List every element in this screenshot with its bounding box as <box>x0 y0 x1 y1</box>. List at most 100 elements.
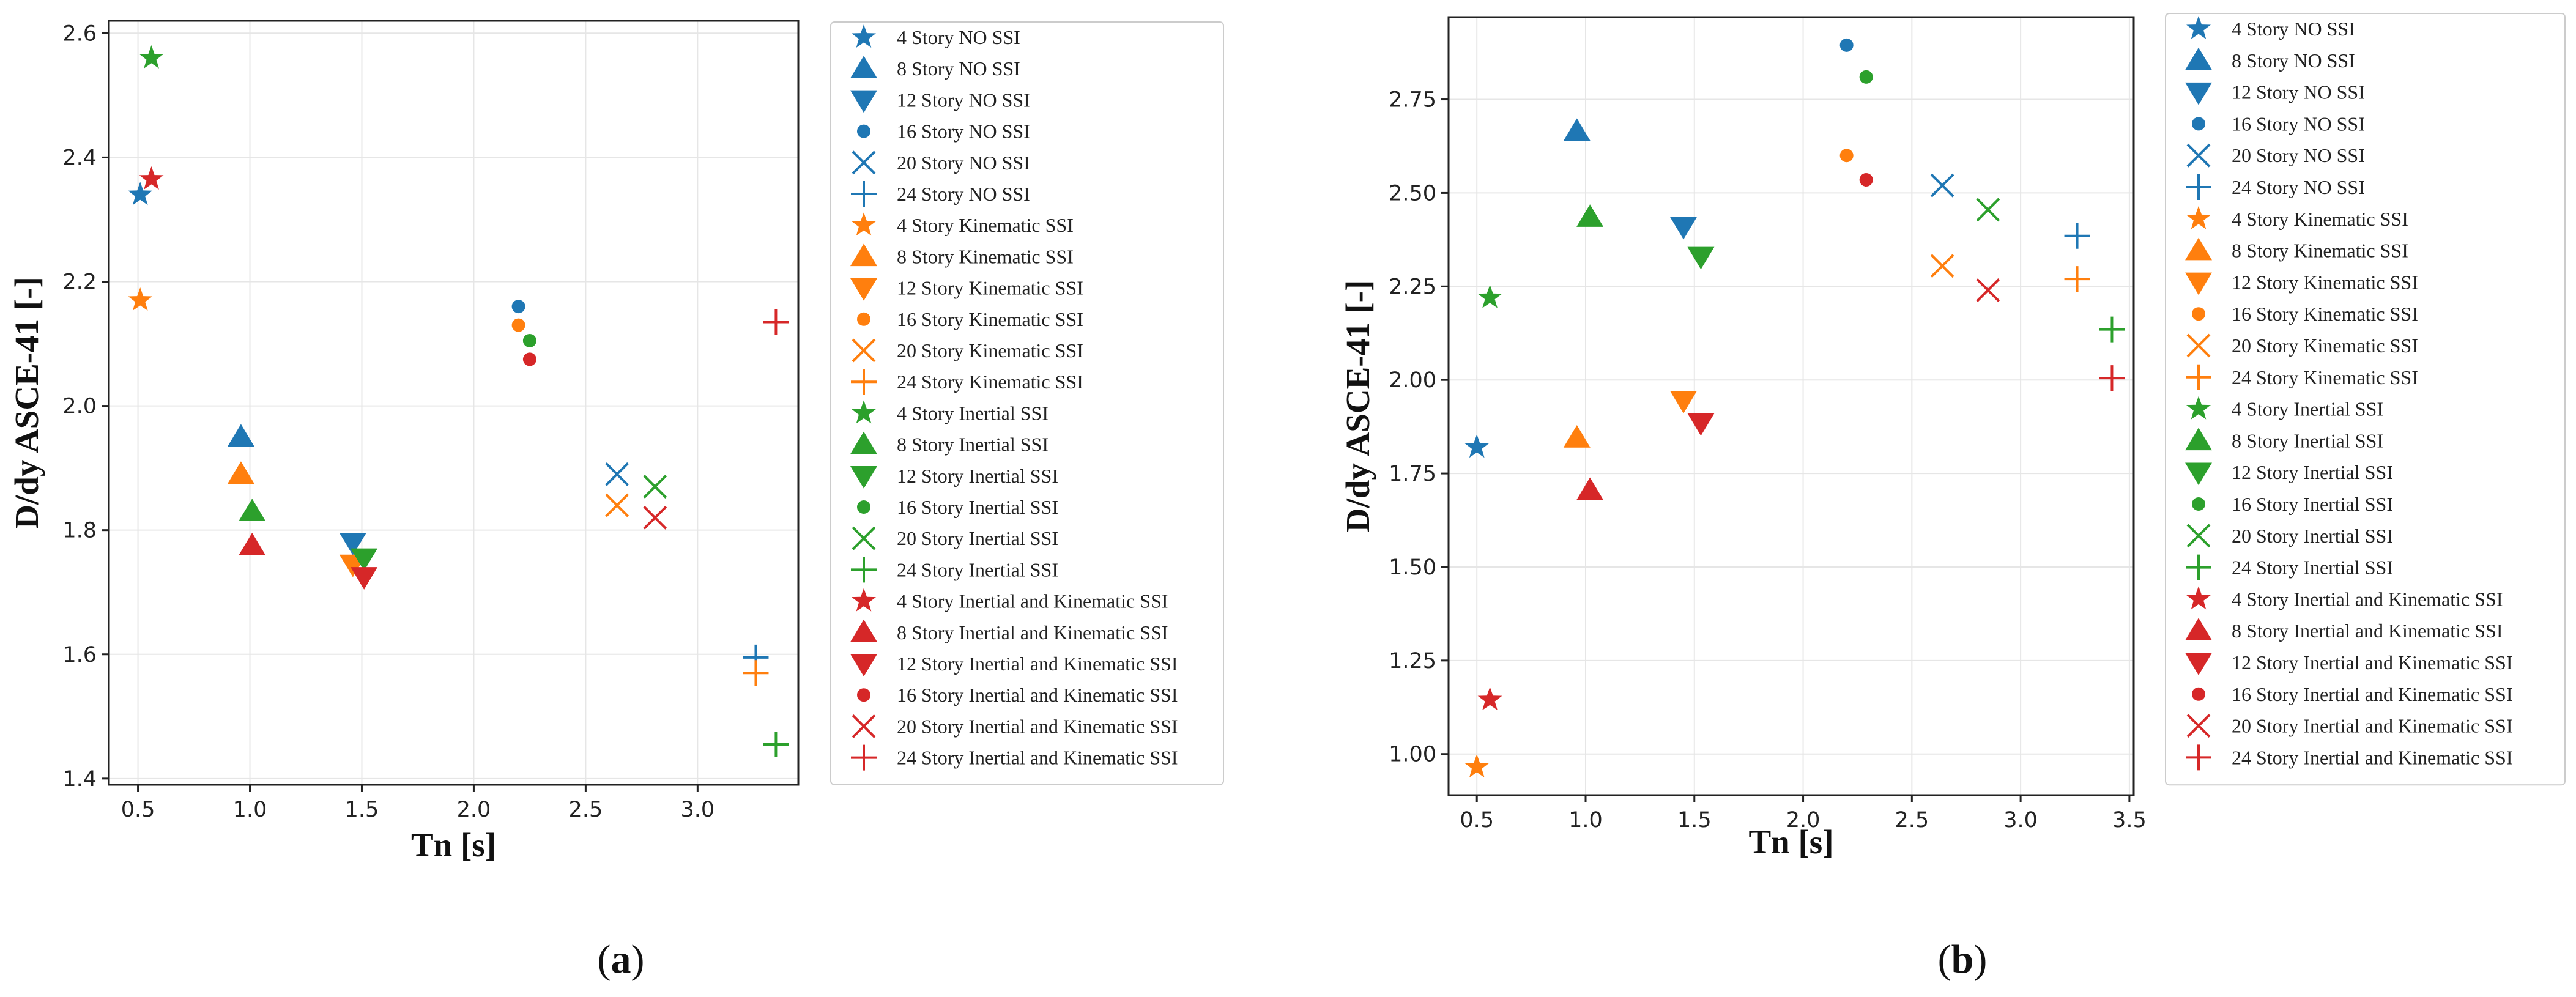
chart-panel-a: 0.5 1.0 1.5 2.0 2.5 3.0 1.4 1.6 1.8 2.0 2.2 2.4 2.6 T… <box>8 20 1224 982</box>
x-tick-label: 0.5 <box>1460 808 1494 832</box>
legend-entry: 24 Story Inertial and Kinematic SSI <box>897 747 1178 769</box>
legend-entry: 20 Story Inertial SSI <box>897 527 1058 549</box>
legend-entry: 16 Story NO SSI <box>2232 113 2365 135</box>
legend-entry: 8 Story Inertial and Kinematic SSI <box>897 621 1168 643</box>
legend-entry: 16 Story Kinematic SSI <box>897 308 1083 330</box>
panel-caption: (a) <box>598 937 645 982</box>
data-point-20-story-kinematic-ssi <box>605 493 629 517</box>
legend-marker-icon <box>2186 396 2211 420</box>
y-tick-label: 1.75 <box>1389 462 1436 486</box>
legend-entry: 20 Story NO SSI <box>2232 144 2365 166</box>
legend-entry: 8 Story NO SSI <box>2232 50 2355 72</box>
x-tick-label: 1.5 <box>345 798 379 822</box>
legend-marker-icon <box>851 557 877 583</box>
data-point-20-story-inertial-ssi <box>643 475 667 498</box>
data-point-12-story-inertial-ssi <box>351 548 378 571</box>
panel-caption: (b) <box>1938 937 1988 982</box>
legend-entry: 24 Story NO SSI <box>2232 176 2365 198</box>
data-point-20-story-inertial-kinematic-ssi <box>1976 278 2000 302</box>
data-point-24-story-kinematic-ssi <box>743 660 769 686</box>
data-point-24-story-inertial-kinematic-ssi <box>763 309 789 335</box>
data-point-20-story-no-ssi <box>1930 173 1954 198</box>
data-point-20-story-inertial-kinematic-ssi <box>643 505 667 530</box>
data-point-16-story-inertial-ssi <box>1859 70 1873 84</box>
legend-entry: 12 Story Inertial and Kinematic SSI <box>2232 651 2512 673</box>
data-point-4-story-inertial-kinematic-ssi <box>1477 687 1502 710</box>
data-point-4-story-kinematic-ssi <box>1464 754 1490 778</box>
x-tick-label: 2.5 <box>1895 808 1929 832</box>
legend-entry: 12 Story Kinematic SSI <box>897 277 1083 299</box>
legend-entry: 4 Story Kinematic SSI <box>2232 208 2408 230</box>
x-tick-label: 1.0 <box>233 798 267 822</box>
legend-marker-icon <box>851 181 877 207</box>
legend-marker-icon <box>852 526 876 550</box>
y-tick-label: 1.6 <box>62 643 97 667</box>
x-tick-label: 2.0 <box>457 798 491 822</box>
data-point-24-story-inertial-ssi <box>2099 316 2125 343</box>
data-point-16-story-inertial-kinematic-ssi <box>522 352 536 366</box>
legend-entry: 4 Story Inertial and Kinematic SSI <box>2232 588 2503 610</box>
x-tick-label: 3.5 <box>2112 808 2147 832</box>
legend-marker-icon <box>2186 524 2211 548</box>
data-point-8-story-inertial-ssi <box>239 498 266 521</box>
legend-entry: 24 Story Kinematic SSI <box>897 371 1083 393</box>
legend-a: 4 Story NO SSI 8 Story NO SSI 12 Story NO … <box>830 21 1224 785</box>
legend-marker-icon <box>852 338 876 363</box>
legend-marker-icon <box>2186 333 2211 358</box>
legend-entry: 8 Story Inertial SSI <box>2232 429 2383 451</box>
data-point-4-story-no-ssi <box>1464 434 1490 458</box>
legend-entry: 12 Story Kinematic SSI <box>2232 271 2418 293</box>
x-tick-label: 2.5 <box>569 798 603 822</box>
legend-entry: 16 Story Inertial SSI <box>897 496 1058 518</box>
legend-marker-icon <box>2186 744 2211 771</box>
legend-entry: 4 Story Inertial SSI <box>2232 398 2383 420</box>
legend-marker-icon <box>852 150 876 175</box>
legend-marker-icon <box>2186 714 2211 738</box>
y-tick-label: 1.8 <box>62 519 97 543</box>
legend-marker-icon <box>2186 174 2211 200</box>
data-point-16-story-kinematic-ssi <box>1839 149 1854 163</box>
legend-entry: 8 Story Kinematic SSI <box>2232 240 2408 262</box>
y-tick-label: 2.4 <box>62 146 97 170</box>
legend-marker-icon <box>2185 272 2212 295</box>
data-point-8-story-inertial-ssi <box>1576 204 1604 227</box>
legend-entry: 8 Story Inertial and Kinematic SSI <box>2232 620 2503 642</box>
legend-marker-icon <box>2186 16 2211 39</box>
data-point-24-story-inertial-ssi <box>763 732 789 757</box>
data-point-16-story-inertial-ssi <box>522 333 536 347</box>
legend-box <box>830 21 1224 785</box>
legend-marker-icon <box>851 369 877 395</box>
plot-frame <box>1447 16 2135 796</box>
y-tick-label: 1.4 <box>62 767 97 791</box>
legend-marker-icon <box>2186 206 2211 229</box>
legend-marker-icon <box>850 243 877 267</box>
data-point-8-story-inertial-kinematic-ssi <box>239 533 266 555</box>
legend-marker-icon <box>2192 307 2205 321</box>
x-tick-label: 2.0 <box>1786 808 1821 832</box>
legend-entry: 4 Story Kinematic SSI <box>897 214 1074 236</box>
x-tick-label: 3.0 <box>681 798 715 822</box>
x-tick-label: 1.0 <box>1568 808 1603 832</box>
y-tick-label: 2.2 <box>62 270 97 294</box>
data-point-24-story-inertial-kinematic-ssi <box>2099 365 2125 391</box>
legend-entry: 12 Story Inertial and Kinematic SSI <box>897 653 1178 675</box>
data-point-4-story-inertial-kinematic-ssi <box>139 166 164 190</box>
legend-marker-icon <box>2192 497 2205 511</box>
y-tick-label: 1.25 <box>1389 649 1436 673</box>
legend-entry: 4 Story Inertial SSI <box>897 402 1049 424</box>
legend-marker-icon <box>857 124 870 138</box>
x-axis-label: Tn [s] <box>411 826 496 864</box>
legend-marker-icon <box>850 654 877 676</box>
legend-entry: 20 Story Kinematic SSI <box>2232 335 2418 357</box>
legend-entry: 4 Story Inertial and Kinematic SSI <box>897 590 1168 612</box>
legend-marker-icon <box>857 500 870 514</box>
legend-entry: 4 Story NO SSI <box>897 26 1020 48</box>
data-point-8-story-inertial-kinematic-ssi <box>1576 477 1604 500</box>
legend-entry: 20 Story Inertial and Kinematic SSI <box>897 715 1178 737</box>
data-point-16-story-inertial-kinematic-ssi <box>1859 173 1873 187</box>
legend-b: 4 Story NO SSI 8 Story NO SSI 12 Story NO … <box>2165 13 2566 786</box>
x-tick-label: 0.5 <box>121 798 155 822</box>
y-tick-label: 2.00 <box>1389 368 1436 393</box>
legend-entry: 16 Story Inertial and Kinematic SSI <box>897 684 1178 706</box>
